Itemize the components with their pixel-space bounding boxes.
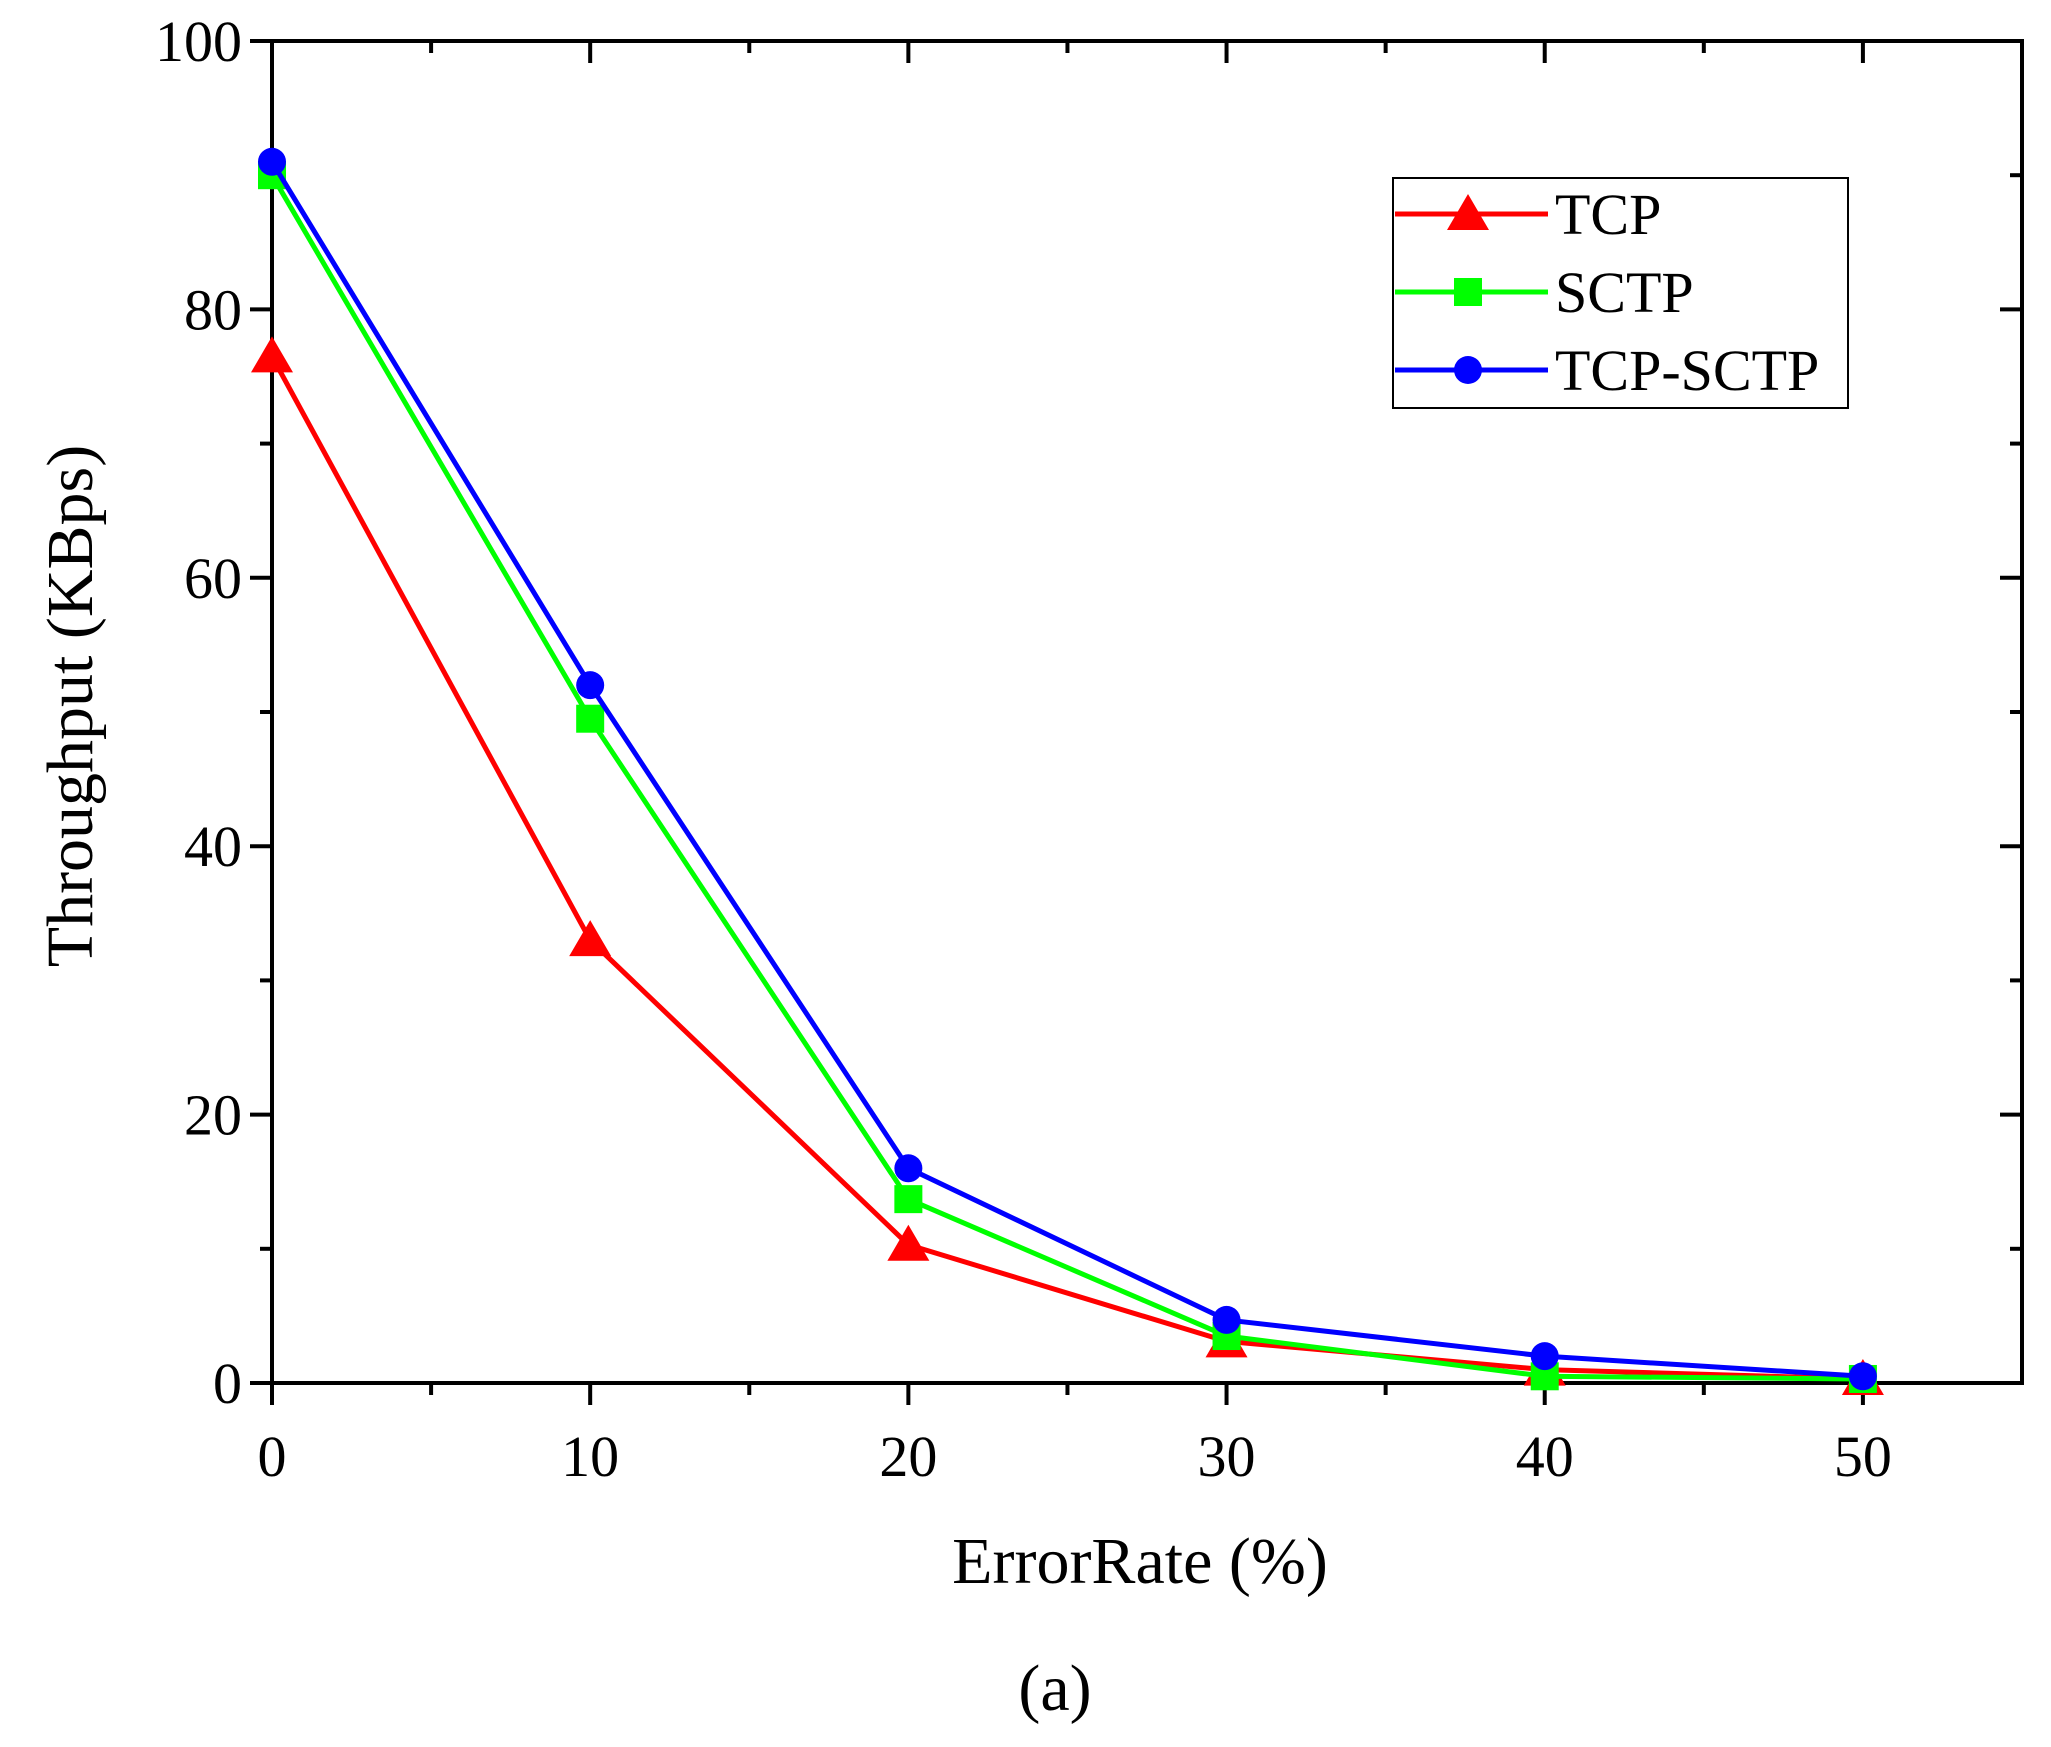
legend: TCP SCTP TCP-SCTP bbox=[1392, 177, 1849, 409]
y-tick-label: 0 bbox=[213, 1351, 242, 1416]
x-tick-label: 10 bbox=[561, 1424, 619, 1489]
legend-item-tcp: TCP bbox=[1395, 182, 1661, 247]
data-point-tcp-sctp bbox=[1848, 1362, 1877, 1391]
data-point-tcp-sctp bbox=[576, 671, 605, 700]
legend-label: SCTP bbox=[1555, 260, 1694, 325]
legend-item-sctp: SCTP bbox=[1395, 260, 1694, 325]
x-tick-label: 50 bbox=[1834, 1424, 1892, 1489]
data-point-sctp bbox=[576, 704, 605, 733]
series-tcp-sctp bbox=[258, 147, 1877, 1391]
axes-layer: 0 10 20 30 40 50 0 20 40 60 80 100 bbox=[155, 9, 2024, 1489]
legend-label: TCP-SCTP bbox=[1555, 338, 1819, 403]
legend-label: TCP bbox=[1555, 182, 1661, 247]
legend-marker bbox=[1447, 194, 1489, 230]
x-axis-title: ErrorRate (%) bbox=[952, 1525, 1328, 1598]
x-tick-label: 20 bbox=[879, 1424, 937, 1489]
y-tick-label: 40 bbox=[184, 814, 242, 879]
series-line-sctp bbox=[269, 173, 1863, 1382]
x-tick-label: 30 bbox=[1198, 1424, 1256, 1489]
y-tick-label: 20 bbox=[184, 1083, 242, 1148]
series-layer bbox=[251, 147, 1884, 1395]
data-point-tcp-sctp bbox=[258, 147, 286, 176]
data-point-tcp-sctp bbox=[1212, 1305, 1241, 1334]
series-line-tcp bbox=[269, 355, 1863, 1382]
legend-item-tcp-sctp: TCP-SCTP bbox=[1395, 338, 1819, 403]
data-point-tcp bbox=[569, 920, 612, 957]
data-point-tcp-sctp bbox=[894, 1154, 923, 1183]
figure-caption: (a) bbox=[1018, 1652, 1091, 1725]
data-point-tcp-sctp bbox=[1530, 1342, 1559, 1371]
data-point-tcp bbox=[887, 1224, 930, 1261]
y-tick-label: 100 bbox=[155, 9, 242, 74]
y-tick-label: 80 bbox=[184, 277, 242, 342]
x-tick-label: 0 bbox=[258, 1424, 287, 1489]
series-line-tcp-sctp bbox=[269, 160, 1864, 1379]
legend-marker bbox=[1454, 278, 1482, 306]
y-axis-title: Throughput (KBps) bbox=[34, 445, 107, 967]
data-point-tcp bbox=[251, 336, 293, 373]
legend-marker bbox=[1454, 356, 1482, 384]
series-tcp bbox=[251, 336, 1884, 1395]
x-tick-label: 40 bbox=[1516, 1424, 1574, 1489]
y-tick-label: 60 bbox=[184, 546, 242, 611]
data-point-sctp bbox=[894, 1185, 923, 1214]
